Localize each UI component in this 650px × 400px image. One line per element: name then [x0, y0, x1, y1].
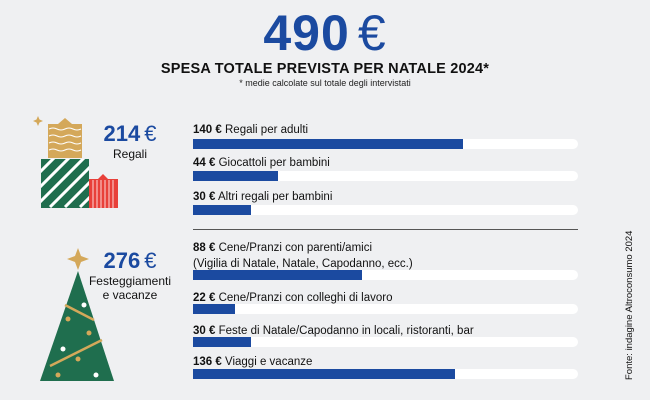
bar-value: 140 €: [193, 124, 222, 136]
bar: [193, 205, 251, 215]
total-amount: 490 €: [263, 5, 387, 61]
bar: [193, 139, 463, 149]
bar-label: 136 € Viaggi e vacanze: [193, 356, 313, 368]
bar-track: [193, 270, 578, 280]
bar-track: [193, 205, 578, 215]
bar: [193, 337, 251, 347]
bar-label: 30 € Feste di Natale/Capodanno in locali…: [193, 325, 474, 337]
bar-track: [193, 337, 578, 347]
category-gifts: 214 € Regali: [103, 121, 157, 161]
bar-label: 30 € Altri regali per bambini: [193, 191, 333, 203]
page-title: SPESA TOTALE PREVISTA PER NATALE 2024*: [160, 61, 490, 77]
bar-value: 136 €: [193, 356, 222, 368]
bar: [193, 304, 236, 314]
bar-label: 44 € Giocattoli per bambini: [193, 157, 330, 169]
divider: [193, 229, 578, 230]
bar-value: 30 €: [193, 325, 216, 337]
bar-track: [193, 369, 578, 379]
bar-value: 88 €: [193, 242, 216, 254]
bar-value: 44 €: [193, 157, 216, 169]
footnote: * medie calcolate sul totale degli inter…: [239, 78, 411, 88]
bar: [193, 171, 278, 181]
bar-label: 88 € Cene/Pranzi con parenti/amici (Vigil…: [193, 242, 413, 270]
gifts-icon: [33, 116, 118, 208]
bar-value: 22 €: [193, 292, 216, 304]
bar-track: [193, 171, 578, 181]
bar: [193, 270, 363, 280]
christmas-tree-icon: [40, 248, 114, 381]
bar-label: 22 € Cene/Pranzi con colleghi di lavoro: [193, 292, 393, 304]
bar-value: 30 €: [193, 191, 216, 203]
bar-track: [193, 304, 578, 314]
bar: [193, 369, 455, 379]
bar-label: 140 € Regali per adulti: [193, 124, 309, 136]
source-note: Fonte: indagine Altroconsumo 2024: [624, 230, 635, 380]
category-celebrations: 276 € Festeggiamenti e vacanze: [88, 248, 172, 302]
bar-track: [193, 139, 578, 149]
